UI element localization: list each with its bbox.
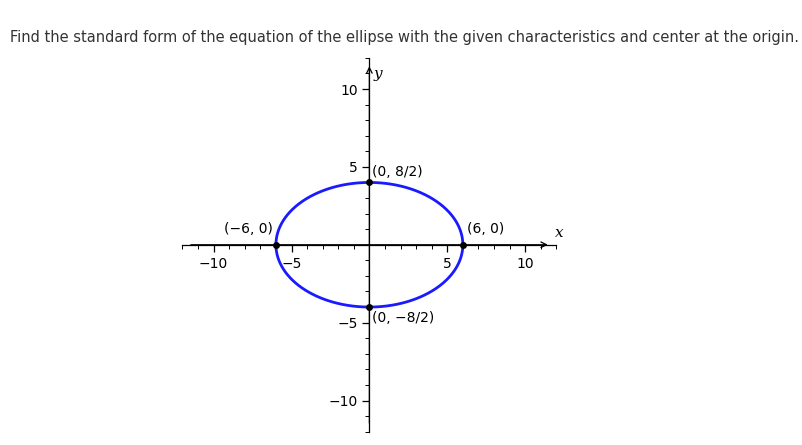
Text: (−6, 0): (−6, 0)	[224, 222, 273, 236]
Text: (0, 8/2): (0, 8/2)	[371, 165, 423, 178]
Text: y: y	[374, 67, 383, 81]
Text: (0, −8/2): (0, −8/2)	[371, 311, 434, 325]
Text: x: x	[555, 226, 563, 240]
Text: (6, 0): (6, 0)	[466, 222, 504, 236]
Text: Find the standard form of the equation of the ellipse with the given characteris: Find the standard form of the equation o…	[10, 30, 799, 45]
